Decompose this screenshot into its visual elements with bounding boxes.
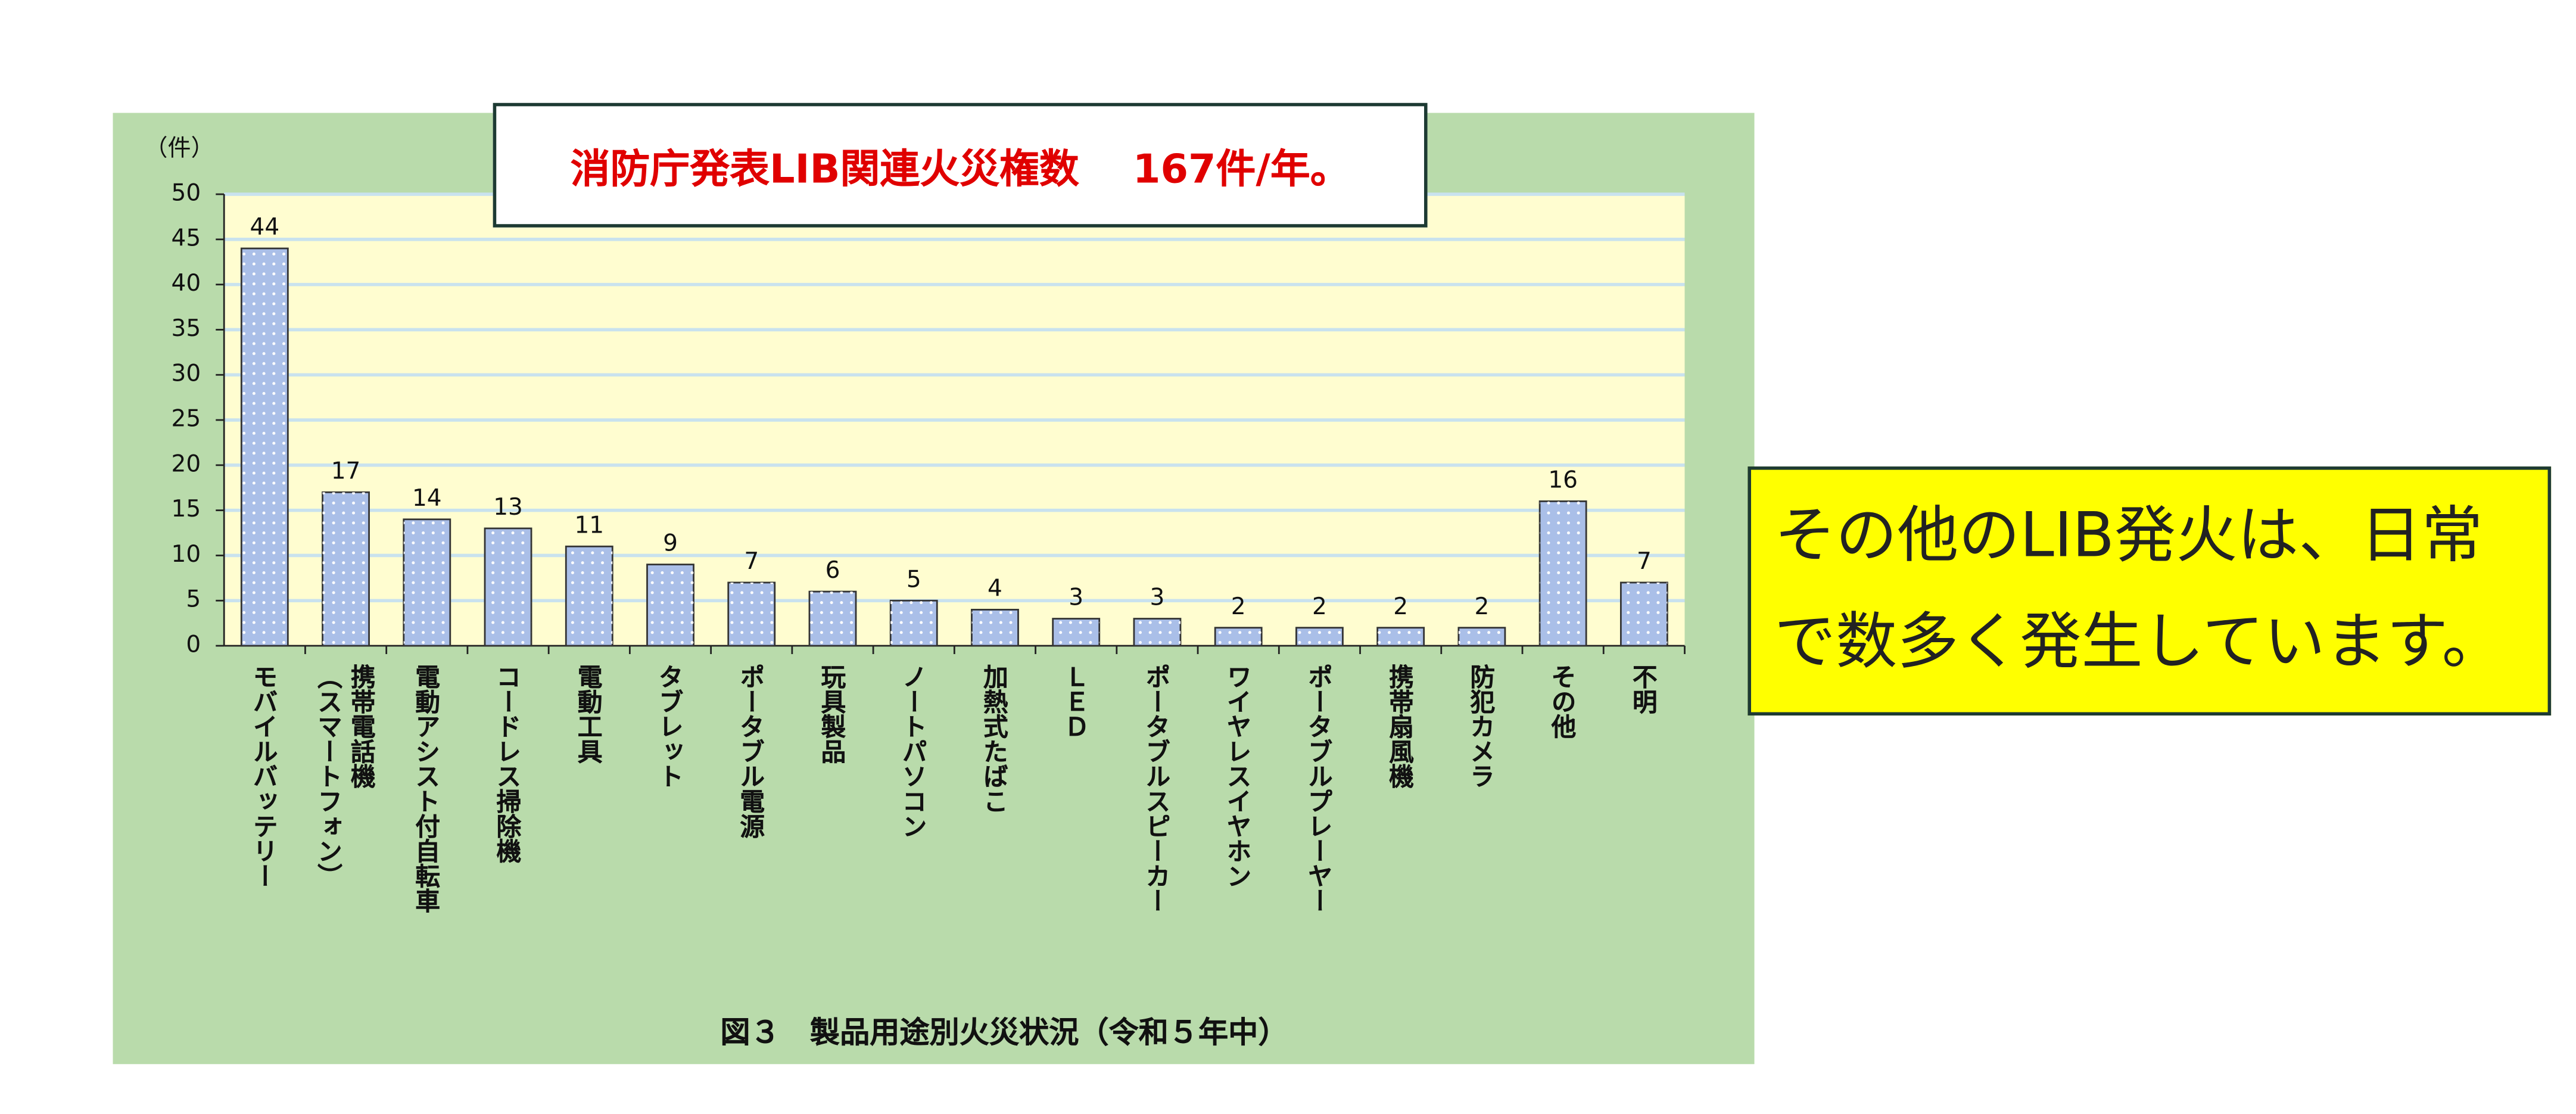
callout: その他のLIB発火は、日常 で数多く発生しています。 bbox=[1748, 466, 2552, 716]
bar-texture bbox=[566, 546, 613, 646]
bar-texture bbox=[728, 582, 775, 646]
x-tick-label: 携帯電話機 （スマートフォン） bbox=[314, 664, 378, 888]
bar-texture bbox=[809, 592, 856, 646]
y-tick-label: 20 bbox=[172, 450, 201, 477]
x-tick-label: モバイルバッテリー bbox=[250, 664, 280, 888]
x-tick-label: ノートパソコン bbox=[899, 664, 929, 839]
y-tick-label: 10 bbox=[172, 541, 201, 568]
y-tick-label: 30 bbox=[172, 360, 201, 387]
x-tick-label: ポータブルプレーヤー bbox=[1304, 664, 1335, 913]
data-label: 14 bbox=[412, 485, 442, 512]
bar-texture bbox=[647, 564, 694, 646]
data-label: 16 bbox=[1548, 467, 1578, 494]
bar-texture bbox=[1540, 501, 1587, 646]
data-label: 4 bbox=[988, 575, 1002, 602]
bar-texture bbox=[241, 248, 288, 646]
x-tick-label: ＬＥＤ bbox=[1061, 664, 1091, 739]
data-label: 3 bbox=[1069, 584, 1083, 611]
y-axis-label: （件） bbox=[144, 135, 214, 161]
x-tick-label: ポータブルスピーカー bbox=[1142, 664, 1173, 913]
data-label: 2 bbox=[1231, 593, 1246, 620]
x-tick-label: 防犯カメラ bbox=[1466, 664, 1497, 789]
y-tick-label: 35 bbox=[172, 315, 201, 342]
data-label: 2 bbox=[1312, 593, 1327, 620]
data-label: 7 bbox=[744, 548, 759, 575]
data-label: 6 bbox=[826, 557, 840, 584]
data-label: 7 bbox=[1637, 548, 1652, 575]
x-tick-label: 加熱式たばこ bbox=[980, 664, 1010, 814]
x-tick-label: ポータブル電源 bbox=[736, 664, 767, 839]
bar-texture bbox=[1458, 627, 1505, 646]
data-label: 11 bbox=[574, 512, 604, 539]
y-tick-label: 0 bbox=[186, 631, 201, 658]
callout-line: で数多く発生しています。 bbox=[1774, 606, 2503, 677]
x-tick-label: コードレス掃除機 bbox=[493, 664, 524, 864]
x-tick-label: その他 bbox=[1548, 664, 1578, 739]
data-label: 3 bbox=[1150, 584, 1165, 611]
data-label: 17 bbox=[331, 458, 361, 484]
bar-texture bbox=[890, 600, 937, 646]
bar-texture bbox=[322, 492, 369, 646]
y-tick-label: 40 bbox=[172, 270, 201, 297]
callout-line: その他のLIB発火は、日常 bbox=[1774, 499, 2483, 571]
chart-title: 消防庁発表LIB関連火災権数 167件/年。 bbox=[493, 102, 1428, 228]
bar-texture bbox=[1621, 582, 1668, 646]
x-tick-label: ワイヤレスイヤホン bbox=[1223, 664, 1254, 888]
caption: 図３ 製品用途別火災状況（令和５年中） bbox=[720, 1016, 1288, 1051]
x-tick-label: 携帯扇風機 bbox=[1385, 664, 1416, 789]
y-tick-label: 50 bbox=[172, 180, 201, 207]
y-tick-label: 15 bbox=[172, 496, 201, 522]
bar-texture bbox=[1296, 627, 1343, 646]
data-label: 44 bbox=[250, 214, 280, 241]
y-tick-label: 45 bbox=[172, 225, 201, 251]
y-tick-label: 25 bbox=[172, 406, 201, 432]
x-tick-label: 玩具製品 bbox=[817, 664, 848, 764]
bar-texture bbox=[1215, 627, 1262, 646]
bar-texture bbox=[1377, 627, 1424, 646]
data-label: 2 bbox=[1474, 593, 1489, 620]
bar-texture bbox=[485, 528, 532, 646]
x-tick-label: 不明 bbox=[1629, 664, 1659, 714]
x-tick-label: タブレット bbox=[655, 664, 686, 789]
x-tick-label: 電動工具 bbox=[574, 664, 605, 764]
x-tick-label: 電動アシスト付自転車 bbox=[412, 664, 442, 913]
bar-texture bbox=[1052, 618, 1099, 646]
data-label: 5 bbox=[907, 566, 921, 593]
data-label: 2 bbox=[1393, 593, 1408, 620]
data-label: 13 bbox=[493, 494, 523, 521]
bar-texture bbox=[1133, 618, 1180, 646]
y-tick-label: 5 bbox=[186, 586, 201, 613]
data-label: 9 bbox=[663, 530, 678, 557]
bar-texture bbox=[971, 609, 1018, 646]
bar-texture bbox=[403, 519, 450, 646]
